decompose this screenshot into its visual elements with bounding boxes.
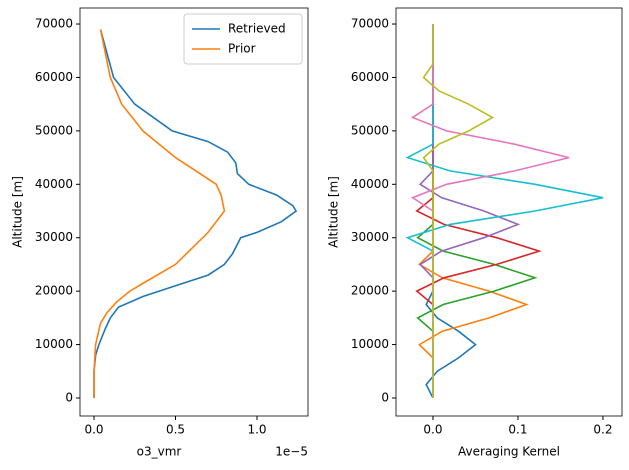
x-tick-label: 0.2 xyxy=(593,423,612,437)
y-tick-label: 40000 xyxy=(351,177,389,191)
y-tick-label: 40000 xyxy=(35,177,73,191)
y-tick-label: 50000 xyxy=(351,123,389,137)
legend-label: Retrieved xyxy=(228,22,286,36)
legend-box xyxy=(183,13,303,65)
x-offset-label: 1e−5 xyxy=(275,445,308,459)
x-axis-label: o3_vmr xyxy=(137,445,182,459)
data-line xyxy=(416,24,538,398)
x-tick-label: 0.5 xyxy=(166,423,185,437)
y-tick-label: 30000 xyxy=(351,230,389,244)
y-tick-label: 60000 xyxy=(35,70,73,84)
axes-frame xyxy=(395,7,623,417)
y-tick-label: 10000 xyxy=(351,337,389,351)
y-tick-label: 0 xyxy=(381,390,389,404)
data-line xyxy=(93,29,298,398)
y-tick-label: 20000 xyxy=(351,284,389,298)
data-line xyxy=(415,24,542,398)
data-line xyxy=(422,24,495,398)
data-line xyxy=(405,24,604,398)
legend-label: Prior xyxy=(228,42,256,56)
data-line xyxy=(418,24,521,398)
y-tick-label: 70000 xyxy=(35,17,73,31)
y-tick-label: 60000 xyxy=(351,70,389,84)
x-tick-label: 0.0 xyxy=(84,423,103,437)
x-tick-label: 1.0 xyxy=(247,423,266,437)
y-tick-label: 50000 xyxy=(35,123,73,137)
x-axis-label: Averaging Kernel xyxy=(458,445,560,459)
y-tick-label: 30000 xyxy=(35,230,73,244)
y-axis-label: Altitude [m] xyxy=(11,176,25,248)
y-tick-label: 20000 xyxy=(35,284,73,298)
x-tick-label: 0.0 xyxy=(423,423,442,437)
y-tick-label: 10000 xyxy=(35,337,73,351)
data-line xyxy=(93,29,226,398)
axes-frame xyxy=(79,7,309,417)
data-line xyxy=(410,24,570,398)
x-tick-label: 0.1 xyxy=(508,423,527,437)
y-axis-label: Altitude [m] xyxy=(327,176,341,248)
y-tick-label: 0 xyxy=(65,390,73,404)
y-tick-label: 70000 xyxy=(351,17,389,31)
